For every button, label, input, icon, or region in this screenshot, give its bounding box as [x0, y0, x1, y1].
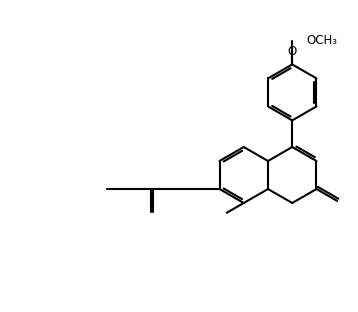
- Text: O: O: [287, 45, 297, 58]
- Text: OCH₃: OCH₃: [306, 34, 337, 47]
